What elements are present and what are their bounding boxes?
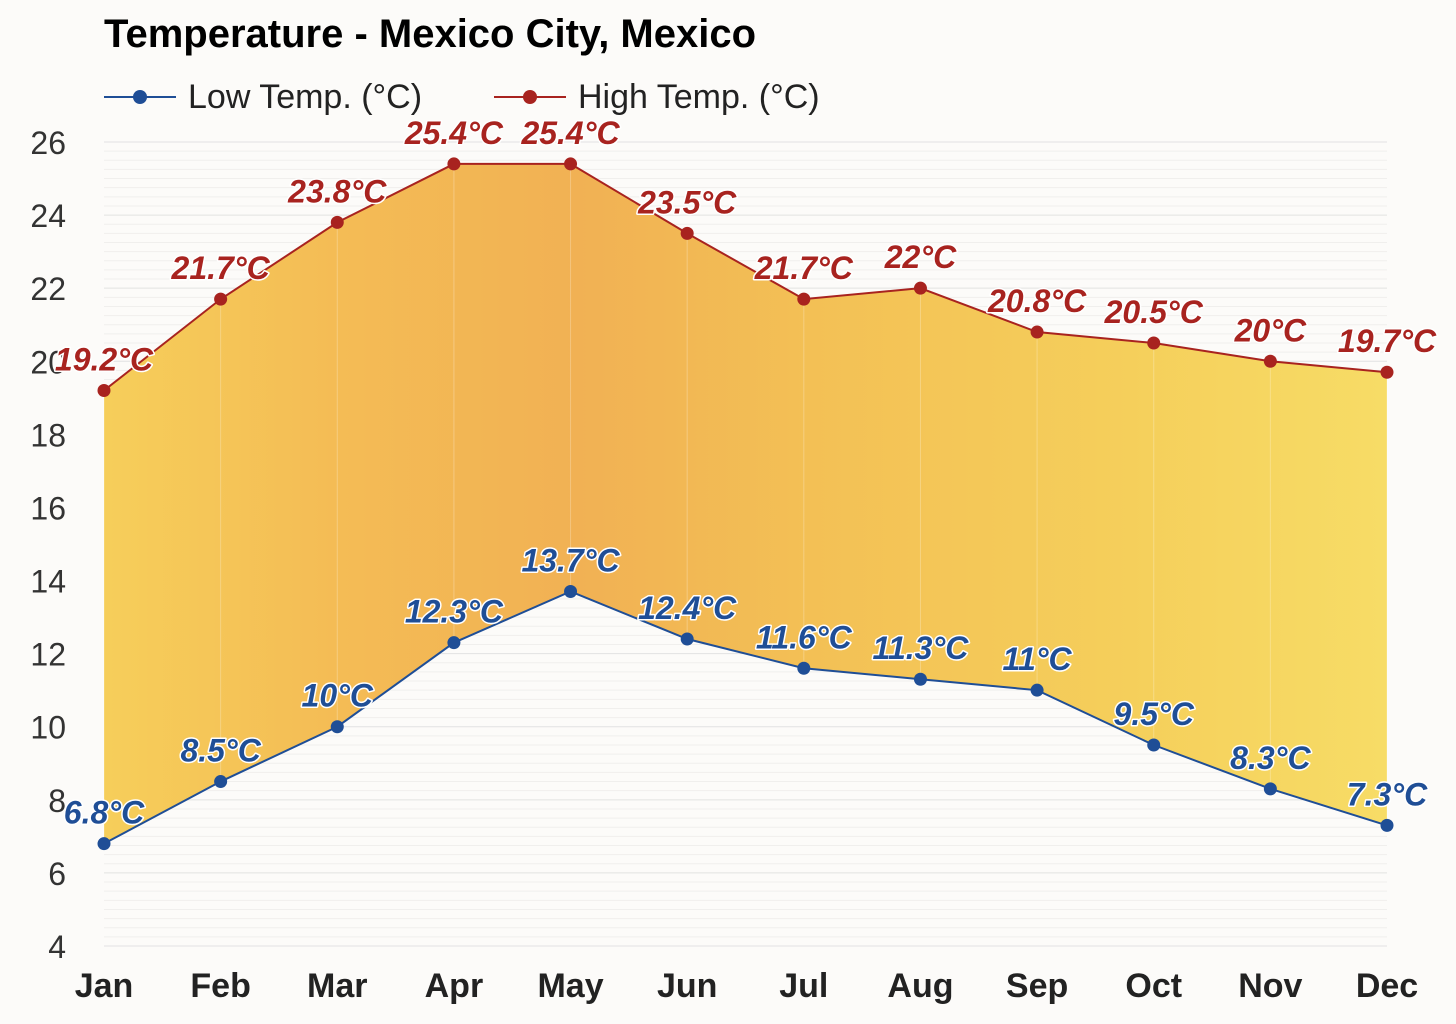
data-label-high: 25.4°C (520, 115, 620, 151)
series-line-high (103, 162, 1388, 392)
data-point-low[interactable] (447, 636, 461, 650)
x-axis: Jan Feb Mar Apr May Jun Jul Aug Sep Oct Nov Dec (75, 967, 1418, 1005)
data-point-low[interactable] (1263, 782, 1277, 796)
data-label-high: 23.8°C (287, 173, 387, 209)
y-tick-label: 16 (30, 490, 66, 526)
legend-item-high[interactable]: High Temp. (°C) (494, 78, 820, 116)
series-layer (97, 157, 1394, 851)
y-tick-label: 8 (48, 783, 66, 819)
x-tick-label: Sep (1006, 967, 1068, 1005)
legend-label-low: Low Temp. (°C) (188, 78, 422, 116)
data-label-high: 20.5°C (1104, 294, 1204, 330)
y-tick-label: 20 (30, 344, 66, 380)
data-point-low[interactable] (1147, 738, 1161, 752)
data-label-low: 11.6°C (756, 619, 853, 655)
data-point-high[interactable] (913, 281, 927, 295)
data-point-low[interactable] (330, 720, 344, 734)
data-label-low: 11°C (1003, 641, 1073, 677)
legend-marker-high (523, 90, 537, 104)
y-axis: 4 6 8 10 12 14 16 18 20 22 24 26 (30, 125, 66, 965)
y-tick-label: 10 (30, 710, 66, 746)
x-tick-label: May (537, 967, 603, 1005)
data-label-low: 13.7°C (521, 543, 620, 579)
data-point-low[interactable] (97, 837, 111, 851)
data-point-low[interactable] (214, 775, 228, 789)
data-point-low[interactable] (1380, 818, 1394, 832)
data-point-low[interactable] (680, 632, 694, 646)
data-label-low: 6.8°C (64, 795, 145, 831)
data-point-high[interactable] (330, 215, 344, 229)
data-point-high[interactable] (447, 157, 461, 171)
y-tick-label: 26 (30, 125, 66, 161)
chart-title: Temperature - Mexico City, Mexico (104, 12, 756, 56)
data-label-low: 8.5°C (180, 733, 261, 769)
x-tick-label: Nov (1238, 967, 1302, 1005)
data-label-low: 12.3°C (405, 594, 504, 630)
data-label-high: 20°C (1234, 312, 1307, 348)
x-tick-label: Jan (75, 967, 134, 1005)
data-label-low: 10°C (302, 678, 374, 714)
data-point-low[interactable] (1030, 683, 1044, 697)
data-label-high: 19.2°C (55, 342, 154, 378)
y-tick-label: 24 (30, 198, 66, 234)
data-point-low[interactable] (913, 672, 927, 686)
data-label-low: 12.4°C (638, 590, 737, 626)
data-point-high[interactable] (1147, 336, 1161, 350)
x-tick-label: Dec (1356, 967, 1418, 1005)
data-point-high[interactable] (680, 226, 694, 240)
legend-item-low[interactable]: Low Temp. (°C) (104, 78, 422, 116)
data-label-high: 22°C (884, 239, 957, 275)
x-tick-label: Oct (1125, 967, 1182, 1005)
data-label-high: 21.7°C (171, 250, 271, 286)
data-point-low[interactable] (564, 585, 578, 599)
y-tick-label: 12 (30, 637, 66, 673)
data-point-high[interactable] (97, 384, 111, 398)
data-point-high[interactable] (564, 157, 578, 171)
data-label-low: 8.3°C (1230, 740, 1311, 776)
y-tick-label: 14 (30, 564, 66, 600)
data-label-high: 25.4°C (404, 115, 504, 151)
data-label-high: 20.8°C (987, 283, 1087, 319)
data-label-high: 19.7°C (1338, 323, 1437, 359)
month-dividers (103, 163, 1388, 844)
data-point-high[interactable] (1380, 365, 1394, 379)
data-point-high[interactable] (797, 292, 811, 306)
legend-marker-low (133, 90, 147, 104)
data-point-high[interactable] (1030, 325, 1044, 339)
data-label-high: 21.7°C (754, 250, 854, 286)
x-tick-label: Feb (190, 967, 250, 1005)
data-point-low[interactable] (797, 661, 811, 675)
data-label-low: 11.3°C (873, 630, 970, 666)
x-tick-label: Apr (425, 967, 484, 1005)
temperature-range-area (104, 163, 1387, 844)
x-tick-label: Jun (657, 967, 717, 1005)
x-tick-label: Mar (307, 967, 367, 1005)
data-point-high[interactable] (214, 292, 228, 306)
data-label-high: 23.5°C (637, 184, 737, 220)
x-tick-label: Aug (887, 967, 953, 1005)
y-tick-label: 18 (30, 417, 66, 453)
y-tick-label: 6 (48, 856, 66, 892)
y-tick-label: 4 (48, 929, 66, 965)
data-labels: 6.8°C 8.5°C 10°C 12.3°C 13.7°C 12.4°C 11.6°C 11… (53, 113, 1438, 832)
legend: Low Temp. (°C) High Temp. (°C) (104, 78, 820, 116)
data-point-high[interactable] (1263, 354, 1277, 368)
y-tick-label: 22 (30, 271, 66, 307)
data-label-low: 9.5°C (1114, 696, 1195, 732)
x-tick-label: Jul (779, 967, 828, 1005)
data-label-low: 7.3°C (1347, 776, 1428, 812)
legend-label-high: High Temp. (°C) (578, 78, 820, 116)
series-line-low (103, 590, 1388, 845)
